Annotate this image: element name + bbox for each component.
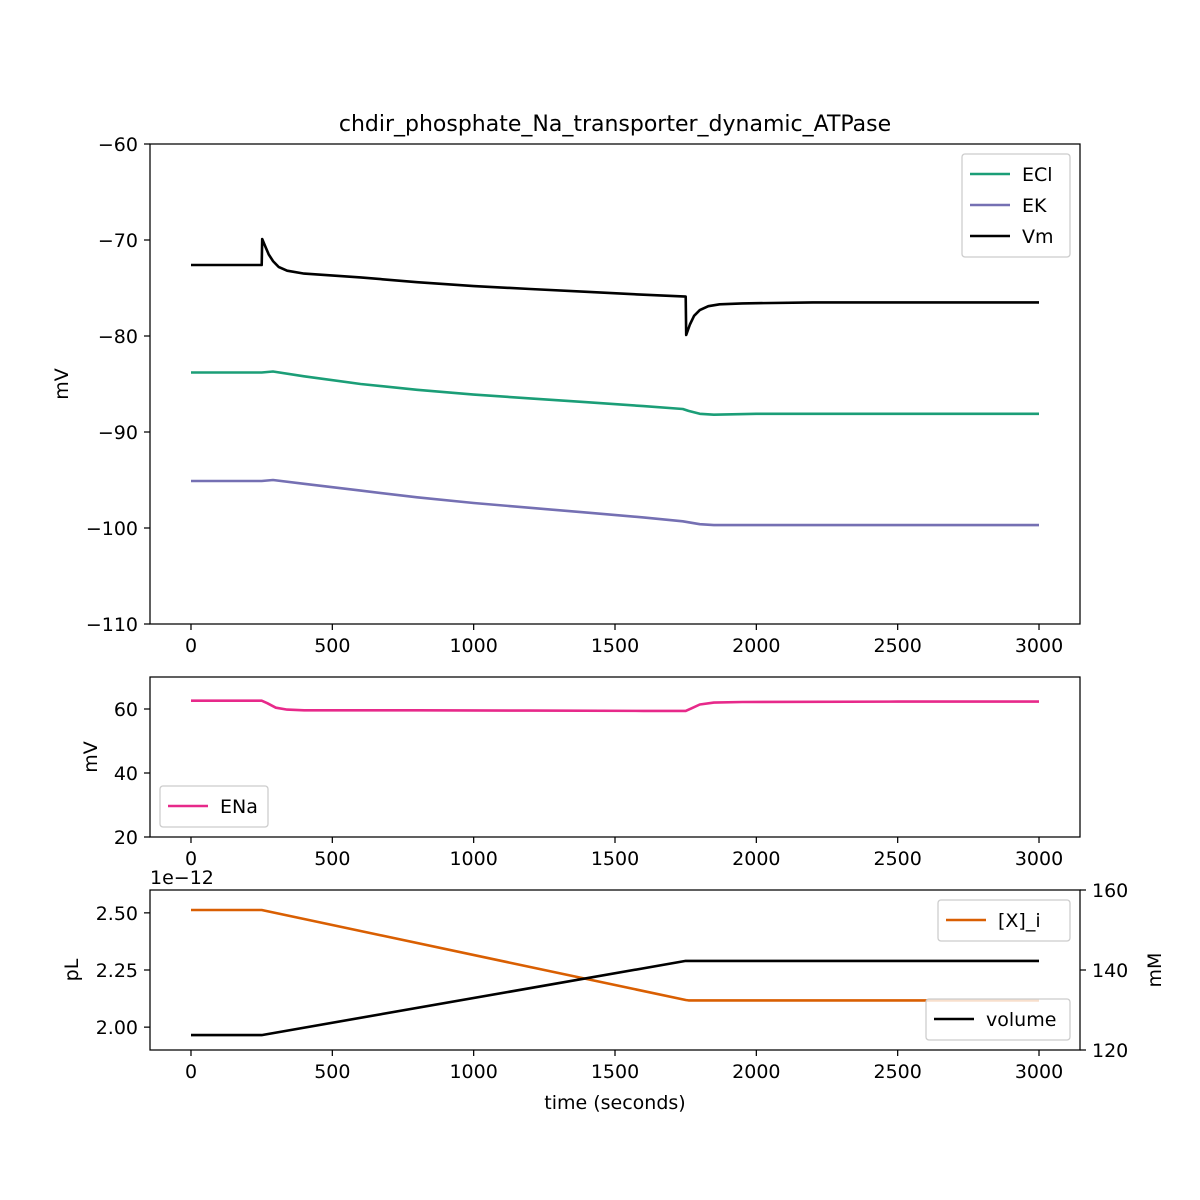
x-tick-label: 500 [314,1061,350,1083]
x-tick-label: 3000 [1015,848,1063,870]
x-tick-label: 3000 [1015,1061,1063,1083]
series-line-ek [191,478,1039,527]
x-tick-label: 0 [185,848,197,870]
top-panel: chdir_phosphate_Na_transporter_dynamic_A… [51,112,1081,657]
x-tick-label: 2000 [732,1061,780,1083]
chart-title: chdir_phosphate_Na_transporter_dynamic_A… [339,112,891,137]
middle-y-axis-label: mV [80,741,102,773]
x-tick-label: 2500 [873,848,921,870]
x-tick-label: 0 [185,635,197,657]
x-tick-label: 2500 [873,635,921,657]
top-axes-frame [149,143,1081,625]
bottom-y-axis-label: pL [61,958,83,981]
bottom-series-lines [191,908,1039,1037]
legend-box [961,153,1071,258]
top-y-ticks: −110 −100 −90 −80 −70 −60 [86,134,150,636]
x-tick-label: 1500 [591,848,639,870]
y-tick-label: −80 [98,326,138,348]
top-legend: ECl EK Vm [961,153,1071,258]
y-tick-label: 2.00 [96,1017,138,1039]
y-tick-label: −60 [98,134,138,156]
legend-box [937,899,1071,942]
middle-x-ticks: 0 500 1000 1500 2000 2500 3000 [185,837,1063,870]
bottom-legend-right-axis: [X]_i [937,899,1071,942]
legend-label: ECl [1022,164,1053,186]
middle-y-ticks: 20 40 60 [114,699,150,849]
series-line-volume [191,959,1039,1037]
x-tick-label: 3000 [1015,635,1063,657]
x-tick-label: 2500 [873,1061,921,1083]
x-tick-label: 2000 [732,635,780,657]
y-tick-label: −100 [86,518,138,540]
x-tick-label: 1000 [449,848,497,870]
bottom-right-y-ticks: 120 140 160 [1080,880,1128,1062]
y-tick-label: 2.50 [96,903,138,925]
x-tick-label: 500 [314,848,350,870]
y2-tick-label: 120 [1092,1040,1128,1062]
x-axis-label: time (seconds) [544,1092,685,1114]
legend-box [159,785,269,828]
middle-series-lines [191,699,1039,713]
y-tick-label: 40 [114,763,138,785]
bottom-right-y-axis-label: mM [1144,953,1166,988]
x-tick-label: 500 [314,635,350,657]
top-x-ticks: 0 500 1000 1500 2000 2500 3000 [185,624,1063,657]
legend-box [925,998,1071,1041]
top-series-lines [191,237,1039,527]
bottom-y-offset-text: 1e−12 [150,867,214,889]
y2-tick-label: 160 [1092,880,1128,902]
legend-label: [X]_i [998,910,1041,932]
top-y-axis-label: mV [51,368,73,400]
y-tick-label: 20 [114,827,138,849]
legend-label: volume [986,1009,1056,1031]
legend-label: ENa [220,796,258,818]
x-tick-label: 1000 [449,635,497,657]
middle-legend: ENa [159,785,269,828]
legend-label: EK [1022,195,1047,217]
y-tick-label: −70 [98,230,138,252]
middle-panel: mV 0 500 1000 1500 2000 2500 3000 20 40 60 ENa [80,676,1081,870]
legend-label: Vm [1022,226,1054,248]
y-tick-label: 2.25 [96,960,138,982]
y2-tick-label: 140 [1092,960,1128,982]
y-tick-label: 60 [114,699,138,721]
y-tick-label: −90 [98,422,138,444]
x-tick-label: 0 [185,1061,197,1083]
x-tick-label: 1500 [591,1061,639,1083]
x-tick-label: 1500 [591,635,639,657]
bottom-legend-left-axis: volume [925,998,1071,1041]
x-tick-label: 2000 [732,848,780,870]
x-tick-label: 1000 [449,1061,497,1083]
bottom-y-ticks: 2.00 2.25 2.50 [96,903,150,1039]
series-line-ecl [191,370,1039,417]
series-line-x-i [191,908,1039,1002]
series-line-ena [191,699,1039,713]
y-tick-label: −110 [86,614,138,636]
bottom-panel: 1e−12 pL mM time (seconds) 0 500 1000 1500 2… [61,867,1166,1114]
series-line-vm [191,237,1039,337]
bottom-x-ticks: 0 500 1000 1500 2000 2500 3000 [185,1050,1063,1083]
middle-axes-frame [149,676,1081,838]
bottom-axes-frame [149,889,1081,1051]
